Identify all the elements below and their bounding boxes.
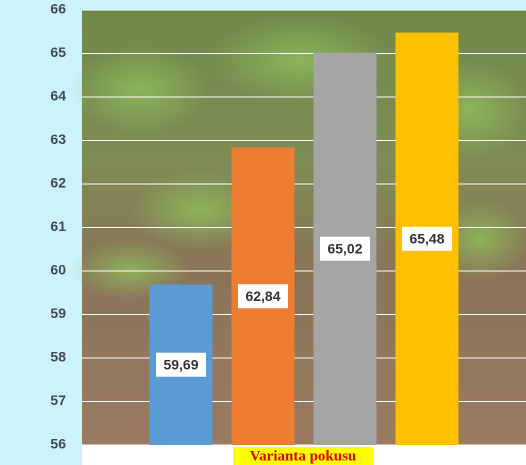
y-tick-label: 65 (50, 44, 66, 60)
x-axis-title: Varianta pokusu (250, 448, 357, 464)
value-label: 65,48 (409, 231, 444, 247)
value-label-box (238, 284, 288, 309)
y-tick-label: 56 (50, 436, 66, 452)
value-label-box (156, 352, 206, 377)
y-tick-label: 63 (50, 131, 66, 147)
y-tick-label: 61 (50, 218, 66, 234)
value-label: 62,84 (245, 288, 280, 304)
value-label-box (402, 226, 452, 251)
value-label: 59,69 (163, 356, 198, 372)
value-label-box (320, 236, 370, 261)
photo-texture (70, 45, 210, 135)
y-tick-label: 58 (50, 349, 66, 365)
y-tick-label: 62 (50, 175, 66, 191)
value-label: 65,02 (327, 241, 362, 257)
y-tick-label: 64 (50, 88, 66, 104)
y-tick-label: 57 (50, 392, 66, 408)
y-tick-label: 59 (50, 305, 66, 321)
x-title-highlight (233, 447, 373, 465)
y-tick-label: 66 (50, 1, 66, 17)
y-tick-label: 60 (50, 262, 66, 278)
